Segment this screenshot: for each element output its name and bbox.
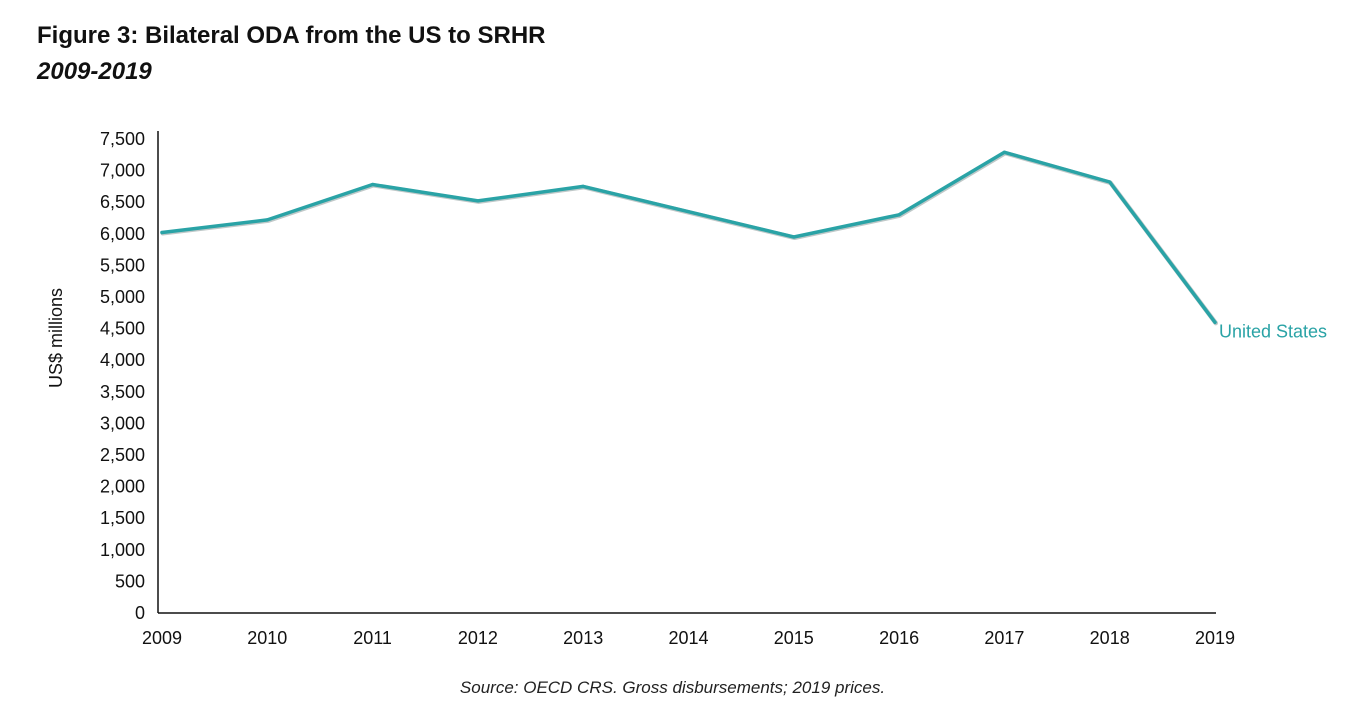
x-tick-label: 2019 [1195, 628, 1235, 648]
y-tick-label: 2,000 [100, 477, 145, 497]
x-tick-label: 2015 [774, 628, 814, 648]
x-tick-label: 2013 [563, 628, 603, 648]
data-point [897, 213, 901, 217]
data-point [792, 235, 796, 239]
y-tick-label: 1,000 [100, 540, 145, 560]
y-tick-label: 6,000 [100, 224, 145, 244]
y-tick-label: 3,500 [100, 382, 145, 402]
data-point [1213, 320, 1217, 324]
data-point [476, 199, 480, 203]
x-tick-label: 2010 [247, 628, 287, 648]
x-tick-label: 2012 [458, 628, 498, 648]
x-axis-tick-labels: 2009 2010 2011 2012 2013 2014 2015 2016 2017 2018… [142, 628, 1235, 648]
y-tick-label: 500 [115, 571, 145, 591]
y-tick-label: 6,500 [100, 192, 145, 212]
y-tick-label: 2,500 [100, 445, 145, 465]
data-point [581, 184, 585, 188]
data-point [1002, 150, 1007, 154]
series-line-shadow [160, 150, 1219, 326]
x-tick-label: 2018 [1090, 628, 1130, 648]
series-line [160, 150, 1217, 325]
y-tick-label: 7,500 [100, 129, 145, 149]
y-tick-label: 1,500 [100, 508, 145, 528]
y-tick-label: 7,000 [100, 161, 145, 181]
x-tick-label: 2017 [984, 628, 1024, 648]
chart-title: Figure 3: Bilateral ODA from the US to S… [37, 22, 546, 49]
data-point [686, 210, 691, 214]
y-tick-label: 3,000 [100, 413, 145, 433]
x-tick-label: 2014 [668, 628, 708, 648]
data-point [265, 218, 269, 222]
x-tick-label: 2016 [879, 628, 919, 648]
chart-subtitle: 2009-2019 [37, 58, 152, 85]
x-tick-label: 2009 [142, 628, 182, 648]
data-point [160, 230, 164, 235]
x-tick-label: 2011 [353, 628, 392, 648]
data-point [1108, 180, 1112, 184]
y-axis-tick-labels: 0 500 1,000 1,500 2,000 2,500 3,000 3,500 4,000 4… [100, 129, 145, 623]
y-tick-label: 5,000 [100, 287, 145, 307]
y-tick-label: 0 [135, 603, 145, 623]
y-tick-label: 5,500 [100, 255, 145, 275]
source-note: Source: OECD CRS. Gross disbursements; 2… [459, 678, 886, 697]
y-axis-label: US$ millions [46, 288, 66, 388]
data-point [371, 182, 375, 187]
series-label: United States [1219, 321, 1327, 341]
y-tick-label: 4,500 [100, 319, 145, 339]
series-layer: United States [160, 150, 1327, 341]
y-tick-label: 4,000 [100, 350, 145, 370]
